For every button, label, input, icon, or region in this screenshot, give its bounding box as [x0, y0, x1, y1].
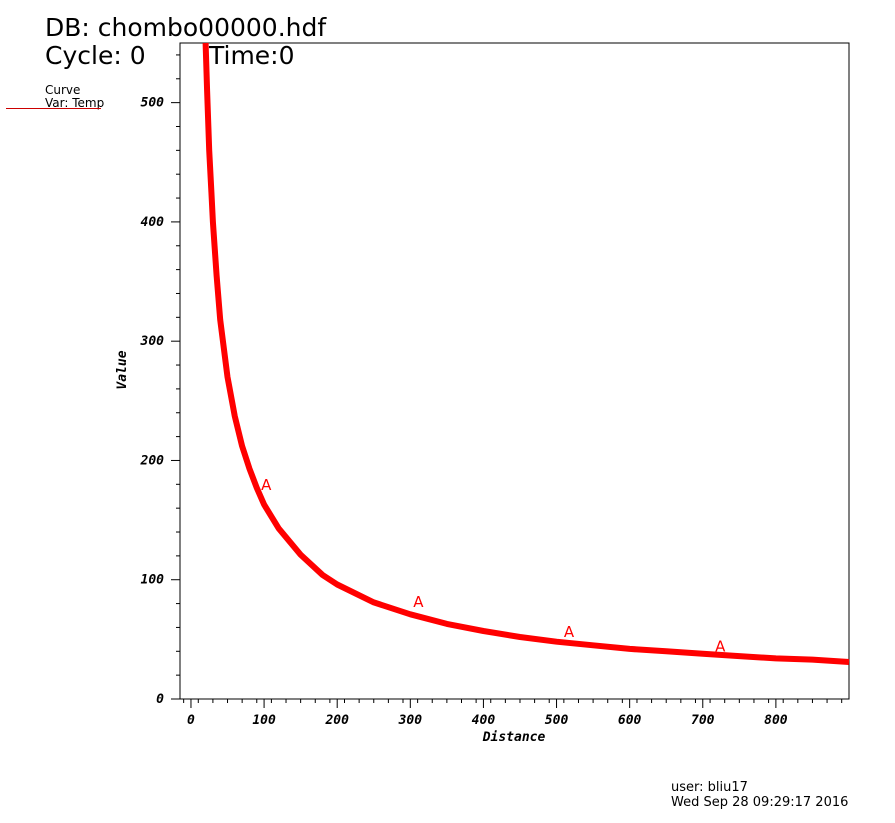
database-title: DB: chombo00000.hdf: [45, 13, 327, 42]
series-marker: A: [261, 476, 272, 494]
y-tick-label: 200: [140, 453, 165, 468]
series-marker: A: [564, 623, 575, 641]
x-axis-title: Distance: [482, 730, 546, 745]
y-tick-label: 500: [141, 96, 165, 111]
x-tick-label: 200: [324, 713, 349, 728]
time-label: Time:0: [209, 41, 295, 70]
x-tick-label: 500: [545, 713, 569, 728]
plot-frame: [179, 42, 850, 700]
x-tick-label: 600: [618, 713, 642, 728]
x-tick-label: 100: [252, 713, 276, 728]
x-tick-label: 0: [187, 713, 195, 728]
y-tick-label: 300: [140, 334, 165, 349]
axes: 0 100 200 300 400 500 600 700 800 0 100 200 300 400 50…: [140, 54, 843, 728]
legend-variable: Var: Temp: [45, 96, 105, 110]
footer-date: Wed Sep 28 09:29:17 2016: [671, 795, 849, 810]
series-marker: A: [413, 593, 424, 611]
y-tick-label: 0: [156, 692, 164, 707]
series-temp-line: [202, 42, 850, 665]
footer-user: user: bliu17: [671, 780, 748, 795]
cycle-label: Cycle: 0: [45, 41, 146, 70]
legend-title: Curve: [45, 83, 81, 97]
legend-swatch: [6, 108, 101, 109]
x-tick-label: 300: [398, 713, 423, 728]
x-tick-label: 700: [691, 713, 715, 728]
y-tick-label: 100: [141, 573, 165, 588]
x-tick-label: 800: [764, 713, 788, 728]
series-marker: A: [715, 637, 726, 655]
series-markers: A A A A: [261, 476, 726, 655]
x-tick-label: 400: [472, 713, 496, 728]
y-axis-title: Value: [115, 350, 130, 389]
y-tick-label: 400: [141, 215, 165, 230]
